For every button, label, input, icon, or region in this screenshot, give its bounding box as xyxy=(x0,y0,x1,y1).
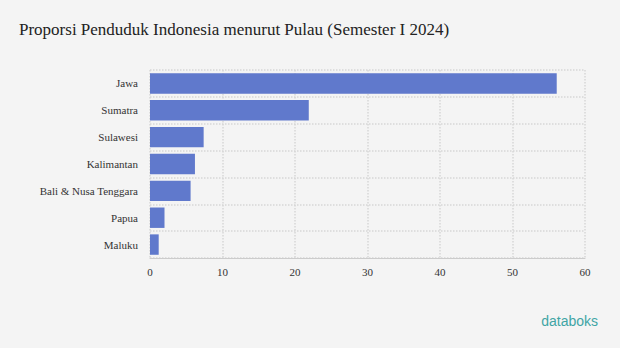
svg-text:40: 40 xyxy=(435,266,447,278)
svg-text:10: 10 xyxy=(217,266,229,278)
svg-text:databoks: databoks xyxy=(541,313,598,329)
svg-text:Kalimantan: Kalimantan xyxy=(87,158,139,170)
svg-text:50: 50 xyxy=(507,266,519,278)
svg-text:Proporsi Penduduk Indonesia me: Proporsi Penduduk Indonesia menurut Pula… xyxy=(19,20,449,39)
svg-text:20: 20 xyxy=(290,266,302,278)
svg-text:Maluku: Maluku xyxy=(104,239,139,251)
svg-text:Jawa: Jawa xyxy=(116,77,138,89)
svg-text:30: 30 xyxy=(362,266,374,278)
svg-text:Sumatra: Sumatra xyxy=(101,104,138,116)
svg-text:Bali & Nusa Tenggara: Bali & Nusa Tenggara xyxy=(40,185,138,197)
svg-text:60: 60 xyxy=(580,266,592,278)
svg-text:Papua: Papua xyxy=(111,212,138,224)
svg-text:0: 0 xyxy=(147,266,153,278)
svg-text:Sulawesi: Sulawesi xyxy=(98,131,138,143)
